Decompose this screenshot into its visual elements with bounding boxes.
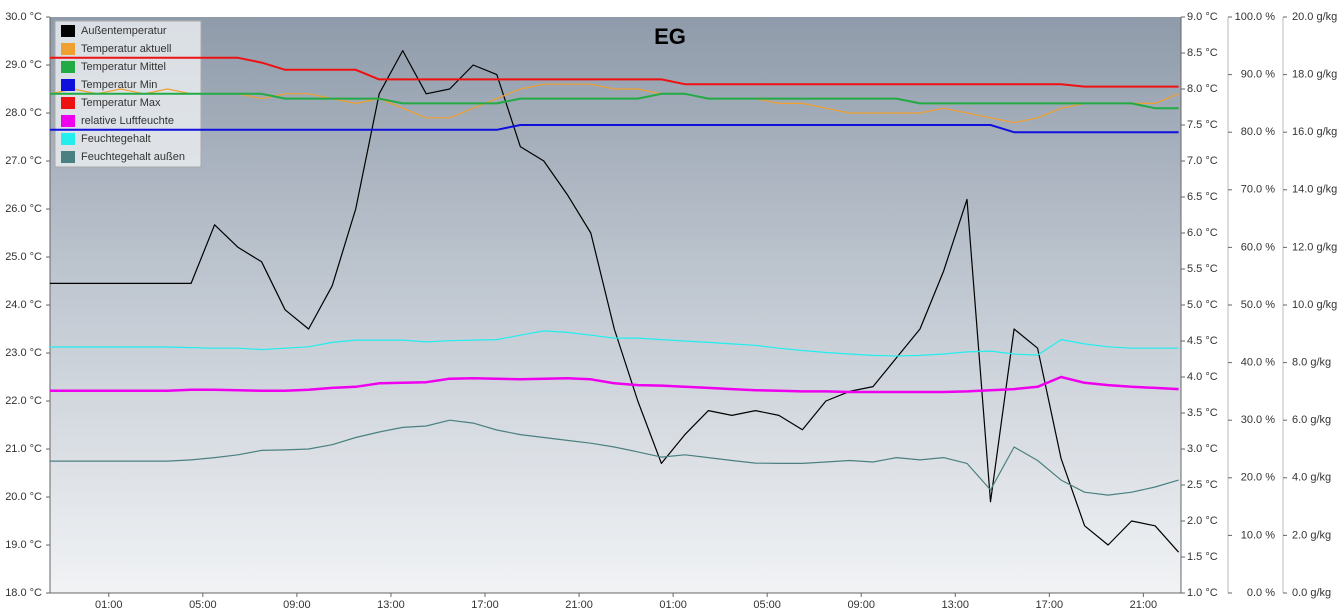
x-tick-label: 13:00 xyxy=(942,599,970,611)
legend-swatch xyxy=(61,97,75,109)
y2-tick-label: 9.0 °C xyxy=(1187,11,1218,23)
legend-label: Temperatur Min xyxy=(81,79,157,91)
x-tick-label: 17:00 xyxy=(471,599,499,611)
y-tick-label: 23.0 °C xyxy=(5,347,42,359)
x-tick-label: 21:00 xyxy=(1130,599,1158,611)
x-tick-label: 21:00 xyxy=(565,599,593,611)
y2-tick-label: 1.0 °C xyxy=(1187,587,1218,599)
legend-swatch xyxy=(61,61,75,73)
y2-tick-label: 7.0 °C xyxy=(1187,155,1218,167)
series-line xyxy=(50,375,1179,394)
y-tick-label: 22.0 °C xyxy=(5,395,42,407)
y-tick-label: 24.0 °C xyxy=(5,299,42,311)
y2-tick-label: 1.5 °C xyxy=(1187,551,1218,563)
series-line xyxy=(50,330,1179,357)
y-tick-label: 30.0 °C xyxy=(5,11,42,23)
y3-tick-label: 30.0 % xyxy=(1241,414,1275,426)
legend-swatch xyxy=(61,115,75,127)
y4-tick-label: 14.0 g/kg xyxy=(1292,184,1337,196)
x-tick-label: 13:00 xyxy=(377,599,405,611)
y4-tick-label: 0.0 g/kg xyxy=(1292,587,1331,599)
y2-tick-label: 6.5 °C xyxy=(1187,191,1218,203)
y-tick-label: 18.0 °C xyxy=(5,587,42,599)
y-tick-label: 25.0 °C xyxy=(5,251,42,263)
legend-label: Temperatur Mittel xyxy=(81,61,166,73)
series-line xyxy=(50,56,1179,88)
chart-title: EG xyxy=(654,24,686,49)
legend-swatch xyxy=(61,25,75,37)
y2-tick-label: 6.0 °C xyxy=(1187,227,1218,239)
y-tick-label: 26.0 °C xyxy=(5,203,42,215)
plot-area xyxy=(50,17,1181,593)
y-tick-label: 27.0 °C xyxy=(5,155,42,167)
x-tick-label: 09:00 xyxy=(283,599,311,611)
y3-tick-label: 60.0 % xyxy=(1241,241,1275,253)
y4-tick-label: 16.0 g/kg xyxy=(1292,126,1337,138)
series-line xyxy=(50,50,1180,553)
y2-tick-label: 8.5 °C xyxy=(1187,47,1218,59)
y4-tick-label: 20.0 g/kg xyxy=(1292,11,1337,23)
legend-label: Feuchtegehalt außen xyxy=(81,151,185,163)
y3-tick-label: 0.0 % xyxy=(1247,587,1275,599)
y-tick-label: 28.0 °C xyxy=(5,107,42,119)
x-tick-label: 09:00 xyxy=(847,599,875,611)
y4-tick-label: 2.0 g/kg xyxy=(1292,529,1331,541)
y2-tick-label: 2.5 °C xyxy=(1187,479,1218,491)
y2-tick-label: 2.0 °C xyxy=(1187,515,1218,527)
y3-tick-label: 50.0 % xyxy=(1241,299,1275,311)
legend-swatch xyxy=(61,133,75,145)
legend-swatch xyxy=(61,151,75,163)
series-line xyxy=(50,124,1179,134)
series-line xyxy=(50,419,1179,496)
y-tick-label: 20.0 °C xyxy=(5,491,42,503)
y2-tick-label: 5.5 °C xyxy=(1187,263,1218,275)
y2-tick-label: 7.5 °C xyxy=(1187,119,1218,131)
y2-tick-label: 5.0 °C xyxy=(1187,299,1218,311)
legend-label: Feuchtegehalt xyxy=(81,133,151,145)
legend-label: Temperatur aktuell xyxy=(81,43,172,55)
y3-tick-label: 40.0 % xyxy=(1241,357,1275,369)
y2-tick-label: 3.5 °C xyxy=(1187,407,1218,419)
x-tick-label: 17:00 xyxy=(1036,599,1064,611)
legend-swatch xyxy=(61,79,75,91)
y3-tick-label: 20.0 % xyxy=(1241,472,1275,484)
y4-tick-label: 18.0 g/kg xyxy=(1292,69,1337,81)
y4-tick-label: 4.0 g/kg xyxy=(1292,472,1331,484)
legend-label: Temperatur Max xyxy=(81,97,161,109)
legend-label: relative Luftfeuchte xyxy=(81,115,174,127)
y3-tick-label: 80.0 % xyxy=(1241,126,1275,138)
x-tick-label: 05:00 xyxy=(753,599,781,611)
y3-tick-label: 100.0 % xyxy=(1235,11,1276,23)
x-tick-label: 01:00 xyxy=(95,599,123,611)
y2-tick-label: 4.5 °C xyxy=(1187,335,1218,347)
x-tick-label: 05:00 xyxy=(189,599,217,611)
y4-tick-label: 10.0 g/kg xyxy=(1292,299,1337,311)
x-tick-label: 01:00 xyxy=(659,599,687,611)
y4-tick-label: 8.0 g/kg xyxy=(1292,357,1331,369)
series-line xyxy=(50,92,1179,110)
y2-tick-label: 3.0 °C xyxy=(1187,443,1218,455)
y4-tick-label: 12.0 g/kg xyxy=(1292,241,1337,253)
y3-tick-label: 90.0 % xyxy=(1241,69,1275,81)
y-tick-label: 29.0 °C xyxy=(5,59,42,71)
y3-tick-label: 70.0 % xyxy=(1241,184,1275,196)
y-tick-label: 19.0 °C xyxy=(5,539,42,551)
y-tick-label: 21.0 °C xyxy=(5,443,42,455)
y2-tick-label: 4.0 °C xyxy=(1187,371,1218,383)
y3-tick-label: 10.0 % xyxy=(1241,529,1275,541)
legend-label: Außentemperatur xyxy=(81,25,167,37)
legend-swatch xyxy=(61,43,75,55)
y4-tick-label: 6.0 g/kg xyxy=(1292,414,1331,426)
y2-tick-label: 8.0 °C xyxy=(1187,83,1218,95)
